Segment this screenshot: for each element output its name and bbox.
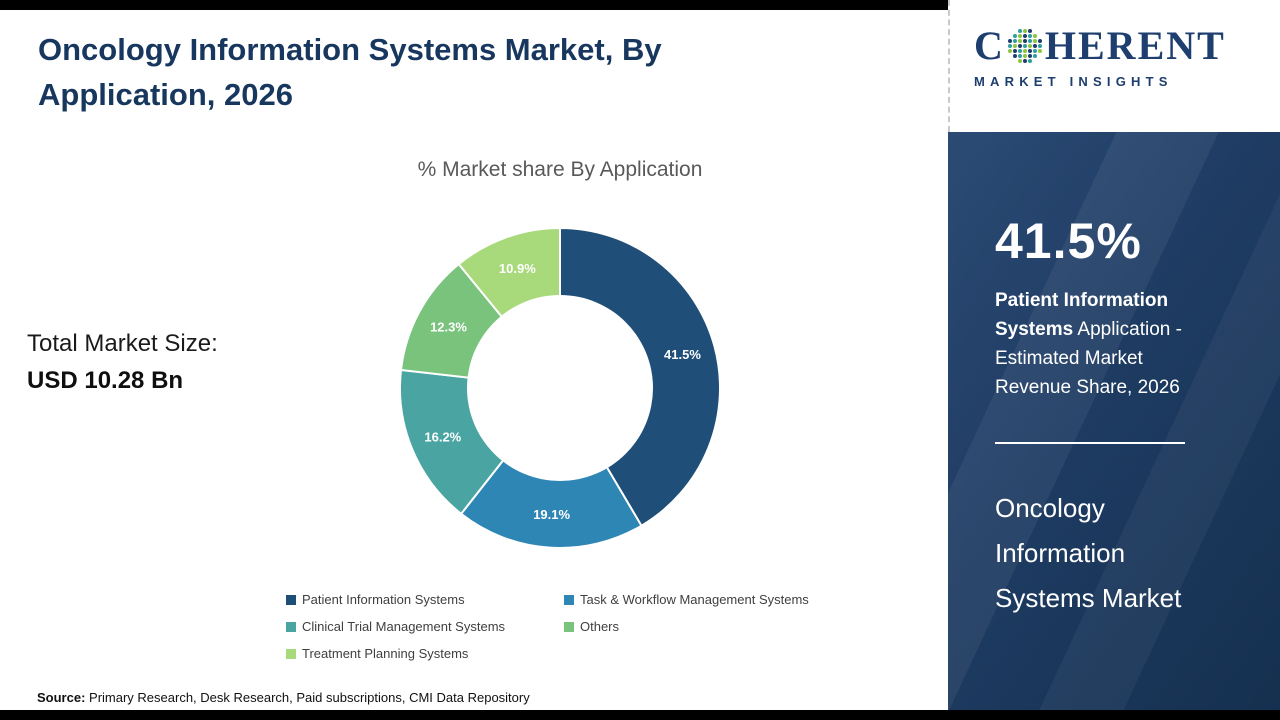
donut-chart: 41.5% 19.1% 16.2% 12.3% 10.9%	[399, 226, 721, 549]
top-accent-bar	[0, 0, 948, 10]
chart-subtitle: % Market share By Application	[417, 158, 703, 181]
highlight-stat-bold: Patient Information Systems	[995, 290, 1169, 340]
source-label: Source:	[37, 690, 86, 705]
chart-legend: Patient Information Systems Task & Workfl…	[286, 592, 856, 662]
donut-segment-label: 19.1%	[533, 507, 570, 522]
legend-swatch-icon	[286, 595, 296, 605]
donut-segment-label: 41.5%	[664, 347, 701, 362]
coherent-logo: C HERENT MARKET INSIGHTS	[948, 0, 1280, 132]
logo-letter-c: C	[974, 23, 1005, 68]
highlight-stat-value: 41.5%	[995, 213, 1142, 269]
donut-hole	[467, 295, 653, 481]
coherent-logo-wordmark: C HERENT	[974, 26, 1280, 66]
total-market-size-label: Total Market Size:	[27, 330, 218, 357]
legend-swatch-icon	[564, 622, 574, 632]
legend-swatch-icon	[564, 595, 574, 605]
legend-item: Clinical Trial Management Systems	[286, 619, 564, 635]
logo-letters-rest: HERENT	[1044, 23, 1226, 68]
total-market-size-value: USD 10.28 Bn	[27, 367, 184, 394]
highlight-stat-rest: Application - Estimated Market Revenue S…	[995, 319, 1182, 398]
bottom-accent-bar	[0, 710, 1280, 720]
page-title: Oncology Information Systems Market, By …	[38, 32, 662, 112]
panel-divider	[995, 442, 1185, 444]
legend-swatch-icon	[286, 649, 296, 659]
source-text: Primary Research, Desk Research, Paid su…	[85, 690, 530, 705]
legend-item: Others	[564, 619, 856, 635]
highlight-stat-description: Patient Information Systems Application …	[995, 286, 1213, 402]
donut-segment-label: 16.2%	[424, 429, 461, 444]
donut-segment-label: 10.9%	[499, 261, 536, 276]
legend-item: Patient Information Systems	[286, 592, 564, 608]
legend-label: Patient Information Systems	[302, 592, 465, 607]
legend-swatch-icon	[286, 622, 296, 632]
highlight-panel: 41.5% Patient Information Systems Applic…	[948, 132, 1280, 710]
legend-label: Treatment Planning Systems	[302, 646, 469, 661]
legend-label: Task & Workflow Management Systems	[580, 592, 809, 607]
logo-subtitle: MARKET INSIGHTS	[974, 74, 1173, 89]
source-line: Source: Primary Research, Desk Research,…	[37, 690, 530, 705]
legend-label: Clinical Trial Management Systems	[302, 619, 506, 634]
coherent-logo-o-icon	[1007, 29, 1042, 63]
donut-segment-label: 12.3%	[430, 320, 467, 335]
legend-label: Others	[580, 619, 620, 634]
legend-item: Task & Workflow Management Systems	[564, 592, 856, 608]
legend-item: Treatment Planning Systems	[286, 646, 564, 662]
sidebar: C HERENT MARKET INSIGHTS 41.5% Patient I…	[948, 0, 1280, 710]
market-name: Oncology Information Systems Market	[995, 493, 1182, 613]
